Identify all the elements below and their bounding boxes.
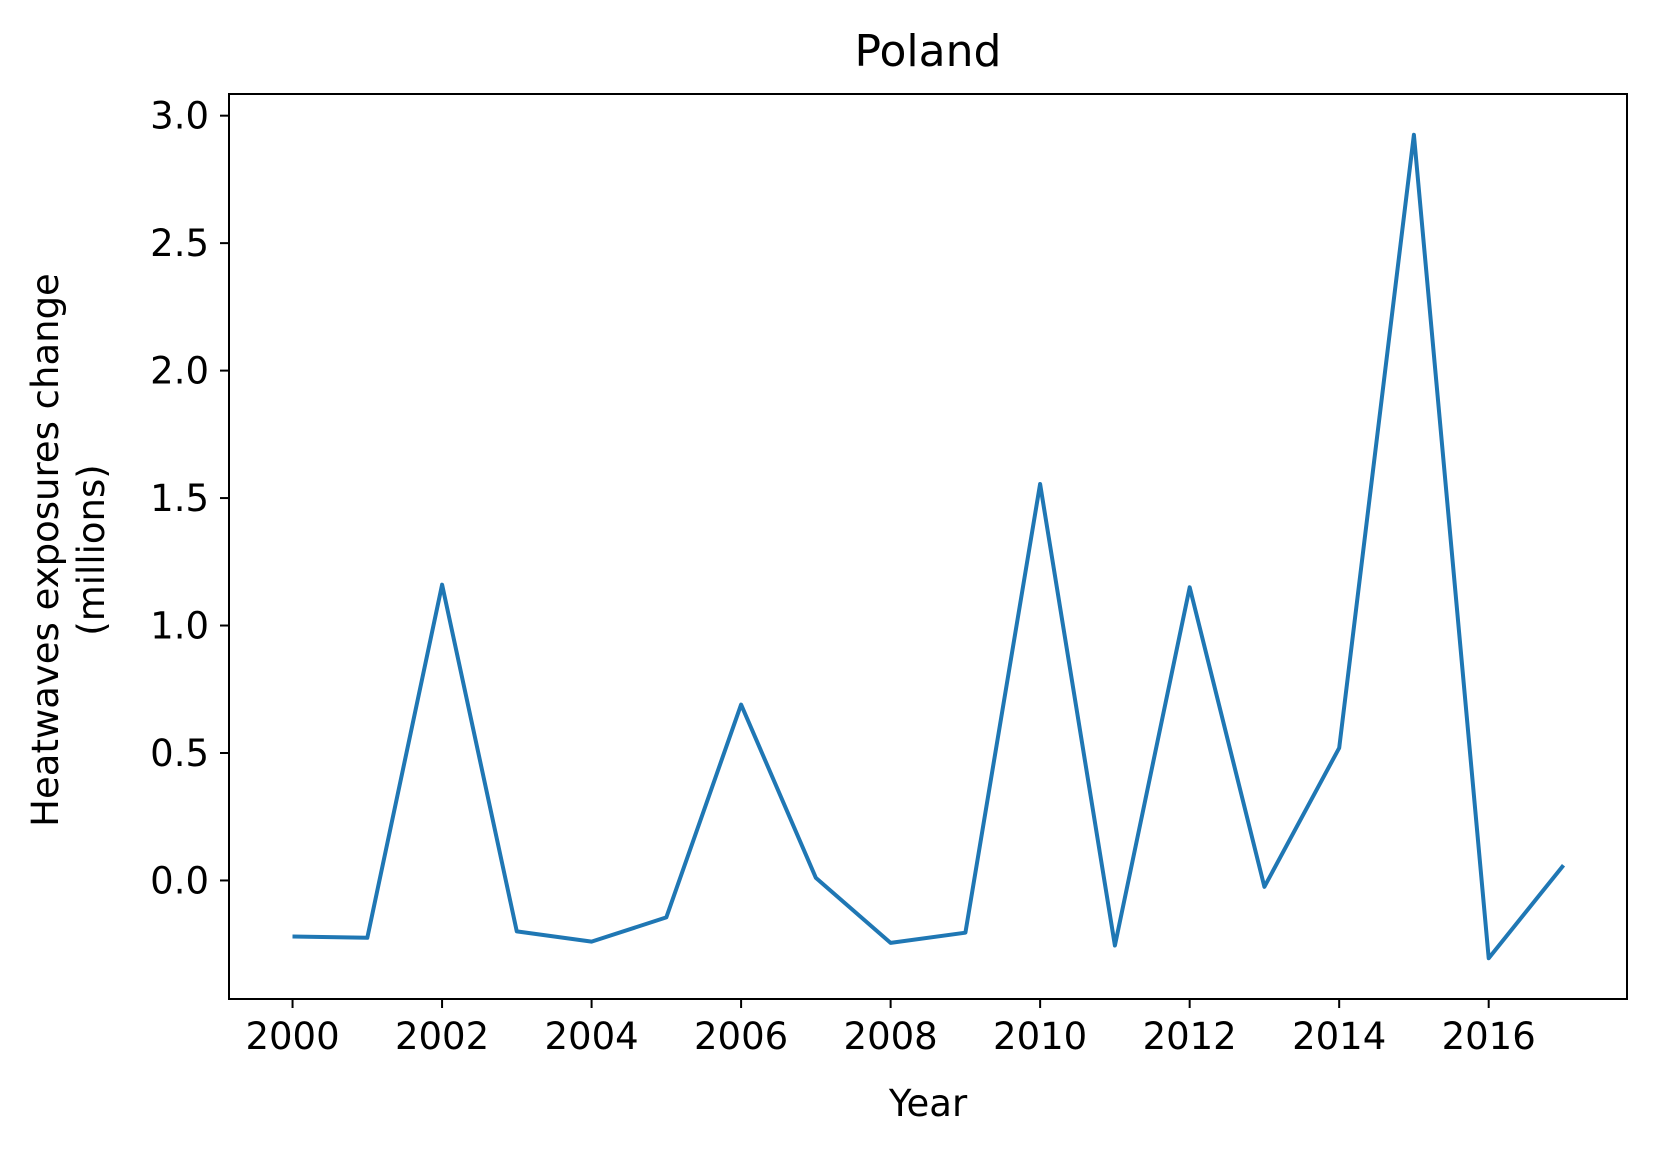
y-tick-label: 0.0 (150, 859, 209, 902)
x-tick-label: 2014 (1292, 1015, 1386, 1058)
y-tick-label: 3.0 (150, 95, 209, 138)
y-tick-label: 2.5 (150, 222, 209, 265)
y-tick-label: 1.0 (150, 605, 209, 648)
y-axis: 0.0 0.5 1.0 1.5 2.0 2.5 3.0 (150, 95, 229, 902)
x-tick-label: 2016 (1442, 1015, 1536, 1058)
y-axis-label-line-2: (millions) (70, 464, 113, 635)
y-axis-label-line-1: Heatwaves exposures change (24, 273, 67, 827)
y-axis-label: Heatwaves exposures change (millions) (24, 273, 113, 827)
x-tick-label: 2010 (993, 1015, 1087, 1058)
x-tick-label: 2002 (395, 1015, 489, 1058)
x-tick-label: 2012 (1143, 1015, 1237, 1058)
y-tick-label: 1.5 (150, 477, 209, 520)
plot-frame (228, 93, 1628, 1000)
y-tick-label: 2.0 (150, 350, 209, 393)
series-line (292, 132, 1566, 961)
series-layer (292, 132, 1566, 961)
x-axis: 2000 2002 2004 2006 2008 2010 2012 2014 2016 (245, 999, 1536, 1058)
x-tick-label: 2008 (844, 1015, 938, 1058)
chart-title: Poland (855, 26, 1002, 77)
x-tick-label: 2006 (694, 1015, 788, 1058)
y-tick-label: 0.5 (150, 732, 209, 775)
x-axis-label: Year (888, 1082, 968, 1125)
x-tick-label: 2000 (245, 1015, 339, 1058)
x-tick-label: 2004 (544, 1015, 638, 1058)
